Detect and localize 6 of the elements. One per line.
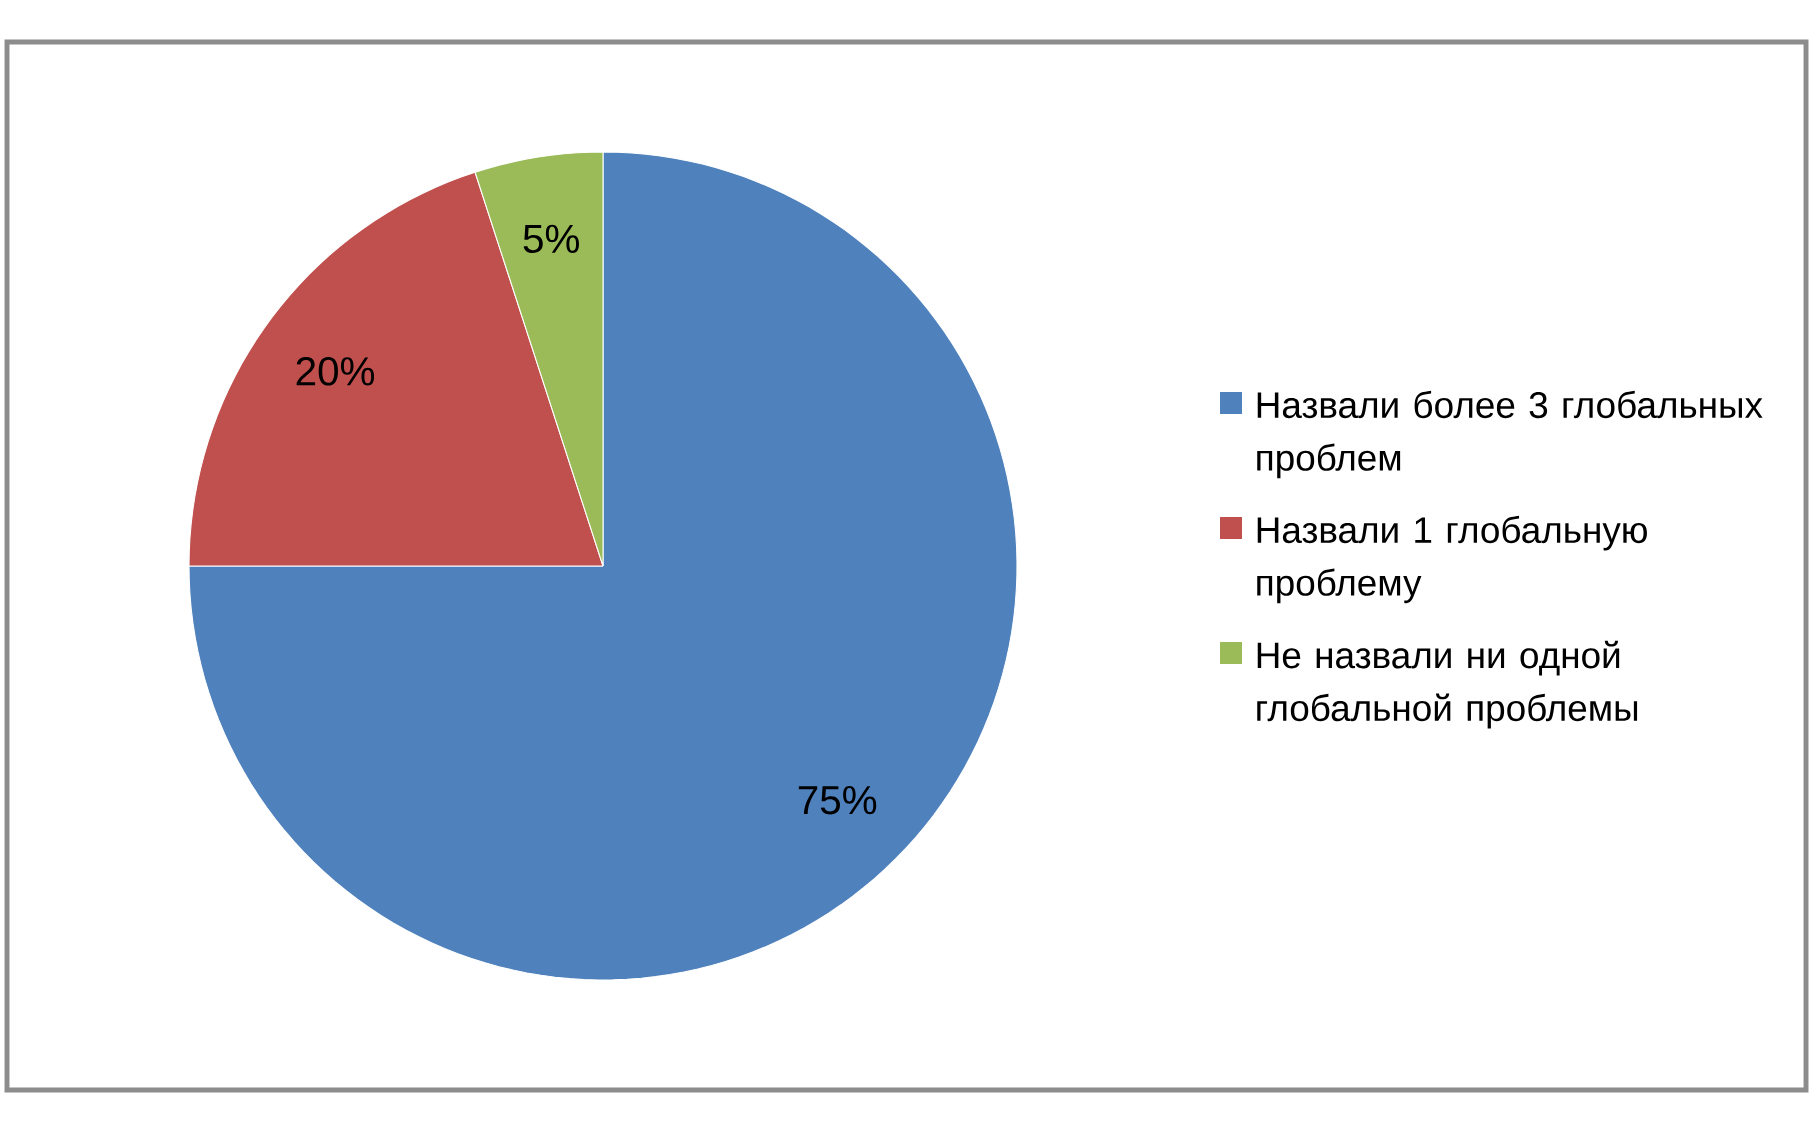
data-label: 75% bbox=[798, 785, 877, 815]
legend-label: Назвали более 3 глобальных проблем bbox=[1257, 390, 1763, 479]
data-label: 5% bbox=[523, 224, 579, 254]
data-label: 20% bbox=[296, 357, 375, 386]
legend-label: Назвали 1 глобальную проблему bbox=[1257, 515, 1647, 604]
legend-label: Не назвали ни одной глобальной проблемы bbox=[1257, 640, 1638, 729]
